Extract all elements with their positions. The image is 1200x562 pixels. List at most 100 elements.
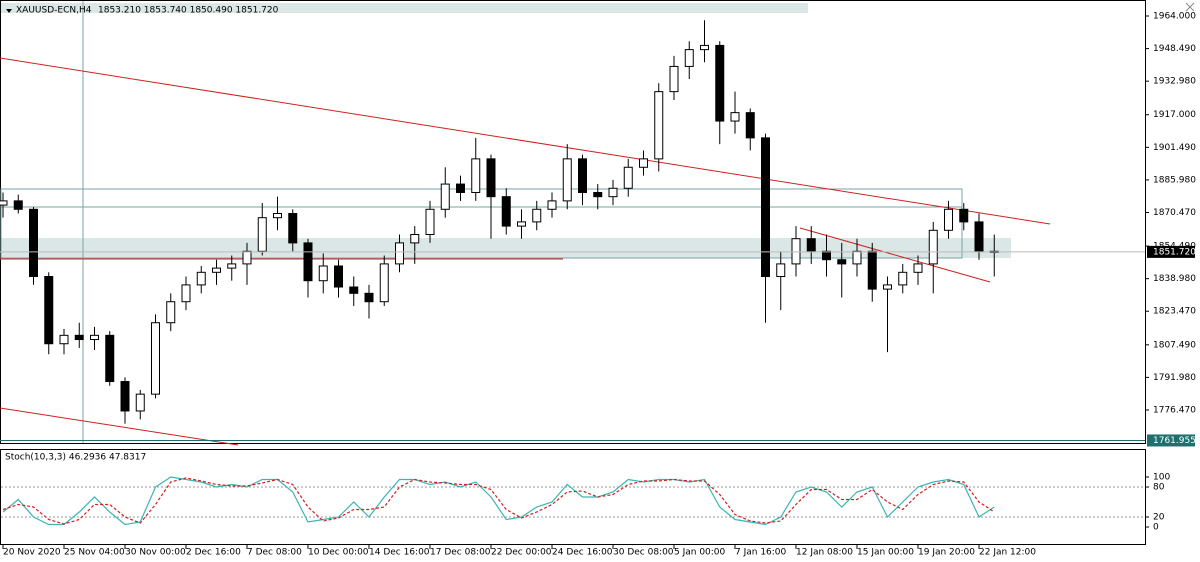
- candle-body: [608, 187, 618, 198]
- candle-body: [212, 267, 221, 273]
- candle-body: [928, 229, 938, 265]
- candle-body: [44, 276, 54, 345]
- stoch-line: [2, 477, 995, 525]
- y-tick-label: 1823.470: [1153, 307, 1196, 317]
- candle-body: [456, 183, 465, 193]
- menu-arrow[interactable]: [6, 9, 12, 13]
- candle-body: [471, 158, 481, 193]
- candle-body: [288, 212, 298, 244]
- close-icon[interactable]: [1185, 2, 1195, 12]
- candle-body: [303, 242, 313, 282]
- x-tick-label: 2 Dec 16:00: [186, 548, 241, 558]
- candle-body: [623, 166, 633, 189]
- candle-body: [715, 44, 725, 122]
- candle-body: [684, 49, 694, 67]
- stoch-panel-border: [0, 449, 1146, 545]
- candle-body: [227, 263, 237, 269]
- y-tick-label: 1838.980: [1153, 274, 1196, 284]
- x-tick-label: 7 Jan 16:00: [735, 548, 787, 558]
- stoch-line: [2, 476, 995, 526]
- header-band: [1, 3, 808, 13]
- y-tick-label: 0: [1153, 523, 1159, 533]
- x-tick-label: 24 Dec 16:00: [552, 548, 613, 558]
- candle-body: [974, 221, 984, 252]
- x-tick-label: 5 Jan 00:00: [674, 548, 726, 558]
- y-tick-label: 1964.000: [1153, 12, 1196, 22]
- candle-body: [959, 208, 969, 223]
- zone-box: [0, 188, 963, 259]
- candle-body: [883, 284, 892, 290]
- candle-body: [257, 217, 267, 252]
- y-tick-label: 1885.980: [1153, 175, 1196, 185]
- candle-body: [547, 200, 557, 210]
- y-tick-label: 20: [1153, 513, 1165, 523]
- candle-body: [242, 250, 252, 265]
- zone-band: [1, 238, 1011, 258]
- candle-body: [776, 263, 786, 278]
- y-tick-label: 80: [1153, 483, 1165, 493]
- candle-body: [181, 284, 191, 303]
- x-tick-label: 14 Dec 16:00: [369, 548, 430, 558]
- candle-body: [273, 212, 282, 219]
- y-tick-label: 1901.490: [1153, 143, 1196, 153]
- candle-body: [745, 112, 755, 139]
- y-tick-label: 1776.470: [1153, 405, 1196, 415]
- candle-body: [517, 221, 526, 227]
- candle-body: [59, 334, 69, 345]
- candle-body: [410, 233, 420, 244]
- candle-body: [379, 263, 389, 303]
- candle-body: [898, 271, 908, 286]
- x-tick-label: 12 Jan 08:00: [796, 548, 853, 558]
- candle-body: [669, 65, 679, 93]
- x-tick-label: 15 Jan 00:00: [857, 548, 914, 558]
- candle-body: [700, 44, 709, 51]
- candle-body: [105, 334, 115, 383]
- candle-body: [822, 250, 831, 261]
- candle-body: [13, 200, 23, 210]
- candle-body: [913, 263, 923, 273]
- x-tick-label: 17 Dec 08:00: [430, 548, 491, 558]
- candle-body: [867, 250, 877, 290]
- candle-body: [944, 208, 953, 231]
- candle-body: [639, 158, 648, 168]
- ohlc-header: 1853.210 1853.740 1850.490 1851.720: [98, 6, 279, 16]
- candle-body: [425, 208, 435, 235]
- y-tick-label: 1807.490: [1153, 340, 1196, 350]
- candle-body: [151, 322, 160, 395]
- y-tick-label: 1870.470: [1153, 208, 1196, 218]
- x-tick-label: 22 Dec 00:00: [491, 548, 552, 558]
- candle-body: [0, 200, 8, 206]
- candle-body: [334, 265, 343, 288]
- candle-body: [196, 271, 206, 286]
- candle-body: [318, 265, 328, 282]
- candle-body: [395, 242, 404, 265]
- candle-body: [837, 259, 847, 265]
- price-marker-box: [1147, 434, 1195, 447]
- candle-body: [806, 238, 816, 252]
- candle-body: [562, 158, 572, 202]
- x-tick-label: 10 Dec 00:00: [308, 548, 369, 558]
- candle-body: [120, 381, 130, 412]
- candle-body: [486, 158, 496, 198]
- candle-body: [791, 238, 801, 265]
- candle-body: [440, 183, 450, 210]
- y-tick-label: 100: [1153, 473, 1170, 483]
- candle-body: [74, 334, 84, 341]
- candle-body: [135, 393, 145, 412]
- candle-body: [532, 208, 542, 223]
- candle-body: [654, 91, 664, 160]
- x-tick-label: 7 Dec 08:00: [247, 548, 302, 558]
- candle-body: [578, 158, 587, 193]
- candle-body: [166, 301, 176, 324]
- symbol: XAUUSD-ECN,H4: [16, 6, 92, 16]
- x-tick-label: 30 Dec 08:00: [613, 548, 674, 558]
- candle-body: [730, 112, 740, 122]
- price-marker-label: 1761.955: [1153, 436, 1196, 446]
- trend-line: [0, 57, 1051, 225]
- y-tick-label: 1791.980: [1153, 373, 1196, 383]
- stoch-title: Stoch(10,3,3) 46.2936 47.8317: [5, 453, 146, 463]
- y-tick-label: 1932.980: [1153, 77, 1196, 87]
